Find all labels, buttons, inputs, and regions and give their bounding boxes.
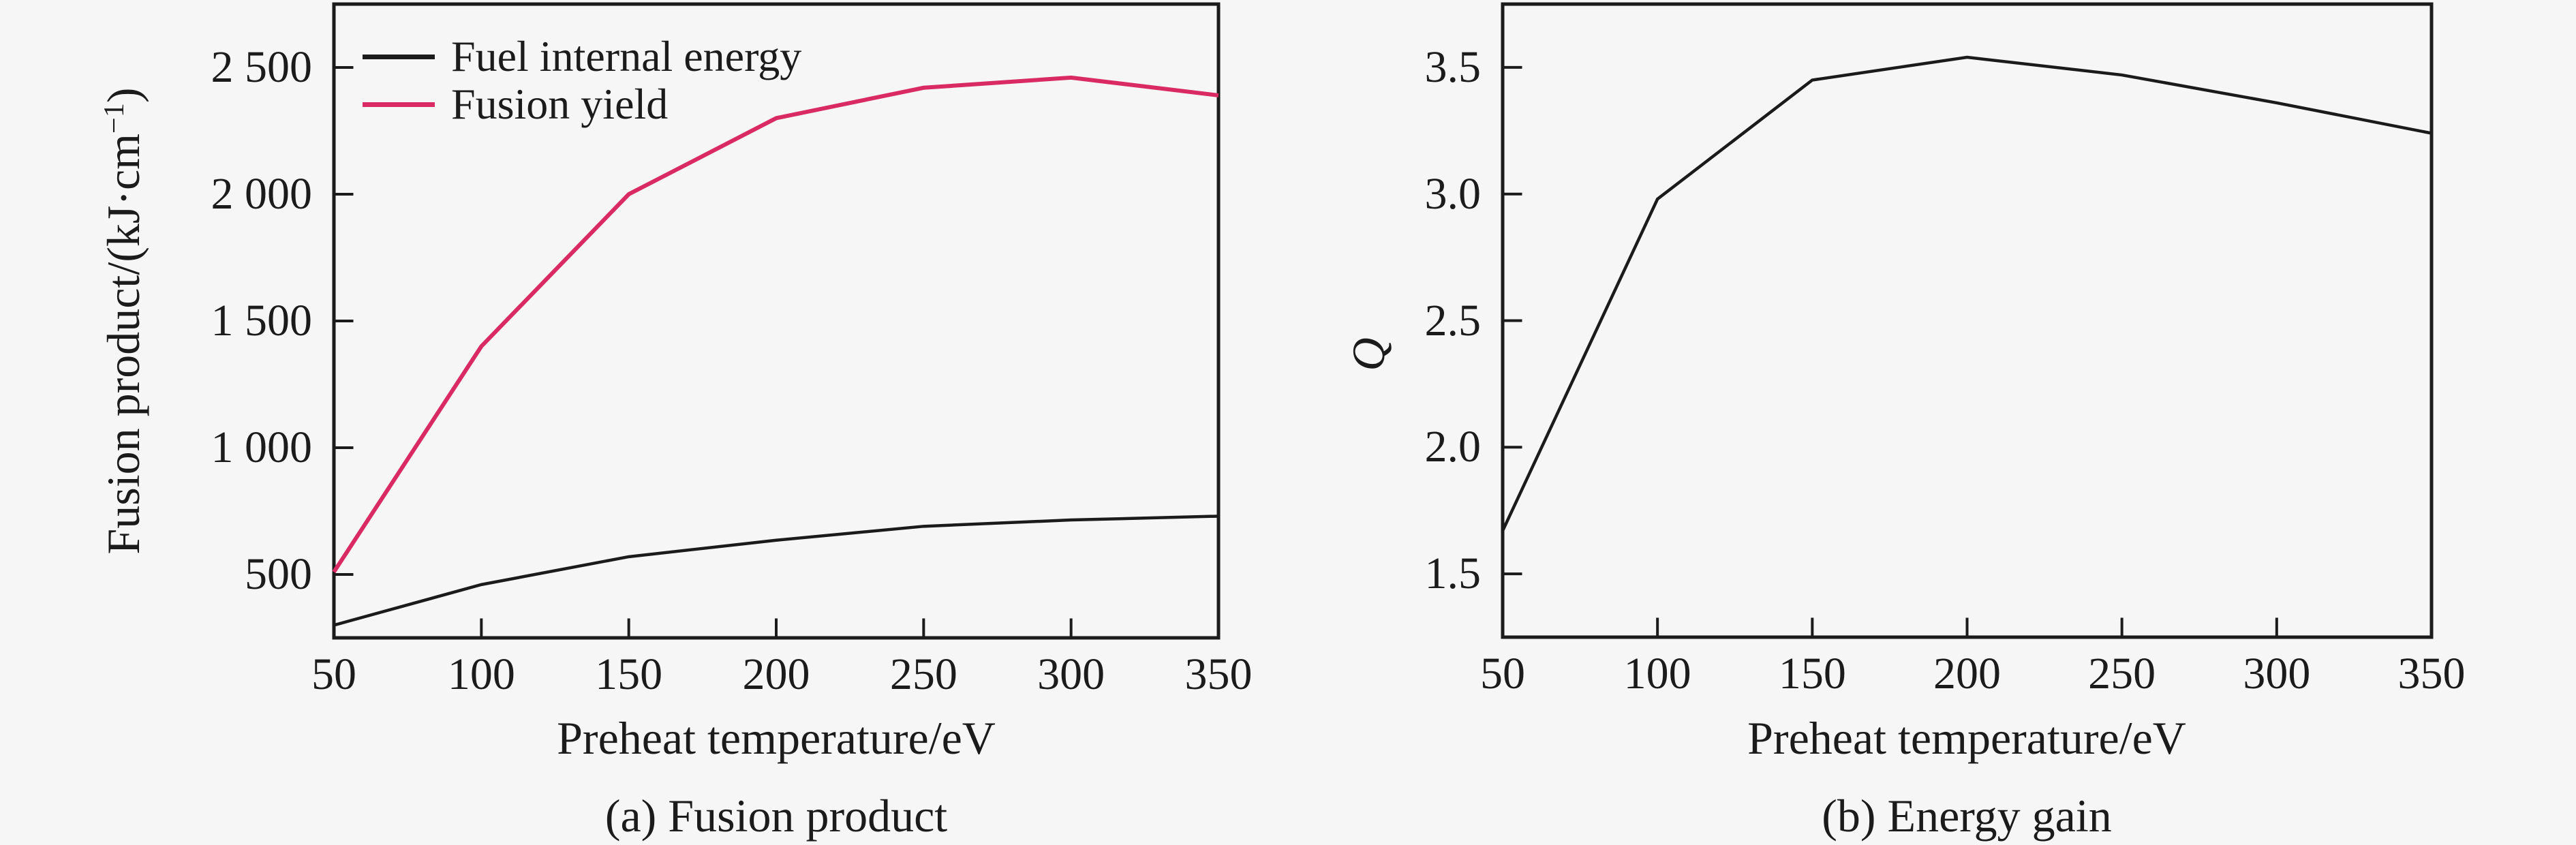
x-tick-label: 150 [595, 649, 663, 699]
series-line-fuel-internal-energy [333, 514, 1219, 627]
legend-item-fuel-internal-energy: Fuel internal energy [363, 33, 801, 80]
y-tick-label: 1 000 [211, 422, 313, 472]
x-tick-label: 300 [2243, 649, 2311, 698]
y-tick-label: 2.0 [1424, 422, 1482, 472]
panel-a-y-axis-label: Fusion product/(kJ·cm−1) [97, 87, 155, 555]
x-tick-label: 250 [2088, 649, 2156, 698]
series-line-fusion-yield [332, 75, 1219, 573]
x-tick-label: 300 [1037, 649, 1105, 699]
series-line-q [1501, 55, 2432, 532]
legend-item-fusion-yield: Fusion yield [363, 80, 801, 128]
y-tick-label: 1 500 [211, 296, 313, 345]
legend-line-sample-pink [363, 102, 435, 107]
legend: Fuel internal energy Fusion yield [363, 33, 801, 128]
y-axis-label-close-paren: ) [97, 87, 149, 104]
legend-label: Fusion yield [451, 80, 669, 128]
y-tick-label: 3.5 [1424, 42, 1482, 92]
y-tick-label: 1.5 [1424, 549, 1482, 599]
x-tick-label: 50 [311, 649, 356, 699]
legend-line-sample-black [363, 54, 435, 59]
y-tick-label: 3.0 [1424, 168, 1482, 219]
panel-b-x-axis-label: Preheat temperature/eV [1747, 712, 2186, 764]
y-tick-label: 2.5 [1424, 295, 1482, 345]
x-tick-label: 50 [1480, 649, 1525, 698]
plot-frame-a [332, 2, 1221, 640]
panel-b-caption: (b) Energy gain [1822, 790, 2112, 842]
legend-label: Fuel internal energy [451, 32, 802, 80]
y-axis-label-text: Fusion product/(kJ·cm [97, 133, 149, 555]
y-axis-label-superscript: −1 [97, 103, 130, 134]
x-tick-label: 200 [1933, 649, 2001, 698]
panel-b-y-axis-label: Q [1343, 337, 1394, 371]
x-tick-label: 100 [447, 649, 515, 699]
x-tick-label: 150 [1778, 649, 1846, 698]
panel-a-caption: (a) Fusion product [604, 790, 948, 842]
x-tick-label: 100 [1623, 649, 1691, 698]
x-tick-label: 250 [889, 649, 957, 699]
x-tick-label: 350 [2397, 649, 2466, 698]
x-tick-label: 350 [1184, 649, 1253, 699]
x-tick-label: 200 [742, 649, 810, 699]
plot-frame-b [1501, 2, 2434, 639]
y-tick-label: 2 500 [211, 42, 313, 92]
panel-a-x-axis-label: Preheat temperature/eV [557, 712, 996, 764]
y-tick-label: 2 000 [211, 169, 313, 219]
y-tick-label: 500 [245, 549, 312, 599]
